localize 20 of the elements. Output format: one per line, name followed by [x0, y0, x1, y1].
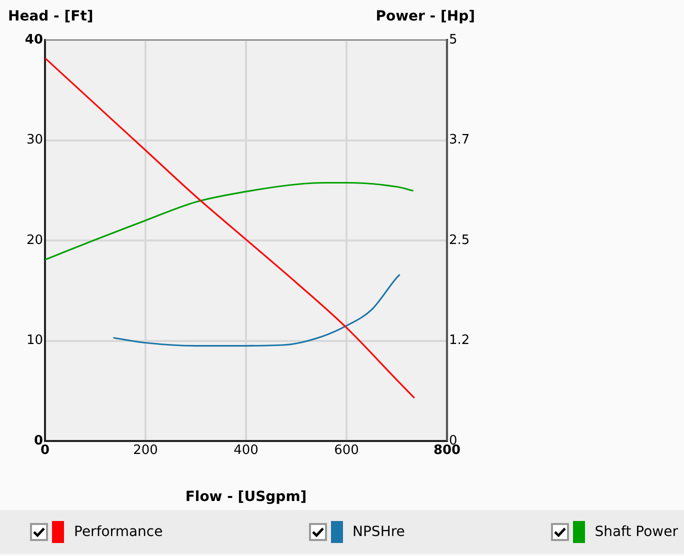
x-tick-label: 400	[234, 443, 258, 458]
y2-tick-label: 2.5	[449, 232, 470, 248]
legend-label: NPSHre	[352, 524, 405, 540]
y2-tick-label: 3.7	[449, 132, 470, 148]
line-series	[112, 274, 401, 347]
y-tick-label: 10	[26, 333, 43, 348]
y-tick-label: 30	[26, 132, 43, 148]
x-axis-title: Flow - [USgpm]	[185, 489, 307, 506]
line-series	[45, 182, 414, 261]
y2-tick-label: 1.2	[449, 333, 470, 348]
y2-tick-label: 5	[449, 32, 458, 48]
legend-label: Performance	[74, 524, 163, 540]
y2-axis-title: Power - [Hp]	[376, 8, 475, 25]
x-tick-label: 200	[133, 443, 158, 458]
y-tick-label: 20	[26, 232, 43, 248]
y-axis-title: Head - [Ft]	[8, 8, 94, 25]
line-series	[45, 57, 416, 399]
x-tick-label: 600	[334, 443, 359, 458]
legend-label: Shaft Power	[594, 524, 678, 540]
y-tick-label: 40	[24, 32, 43, 48]
